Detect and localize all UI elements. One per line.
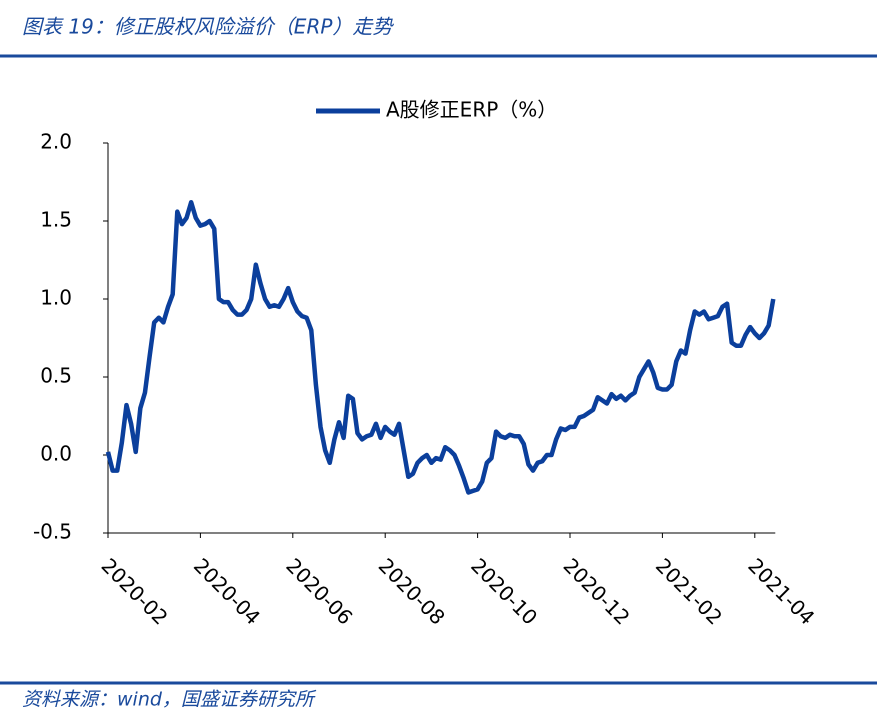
source-note: 资料来源：wind，国盛证券研究所	[22, 689, 317, 711]
y-tick-label: -0.5	[33, 520, 72, 544]
x-tick-label: 2020-04	[189, 553, 265, 629]
x-tick-label: 2020-10	[466, 553, 542, 629]
x-tick-label: 2021-04	[743, 553, 819, 629]
x-tick-label: 2020-12	[559, 553, 635, 629]
x-tick-label: 2020-08	[374, 553, 450, 629]
x-tick-label: 2020-02	[97, 553, 173, 629]
y-tick-label: 1.5	[40, 208, 72, 232]
legend-label: A股修正ERP（%）	[386, 98, 557, 122]
y-tick-label: 1.0	[40, 286, 72, 310]
chart-title: 图表 19：修正股权风险溢价（ERP）走势	[22, 15, 394, 39]
series-line	[105, 200, 776, 495]
y-tick-label: 0.0	[40, 442, 72, 466]
x-tick-label: 2020-06	[281, 553, 357, 629]
x-tick-label: 2021-02	[651, 553, 727, 629]
y-tick-label: 0.5	[40, 364, 72, 388]
y-tick-label: 2.0	[40, 130, 72, 154]
